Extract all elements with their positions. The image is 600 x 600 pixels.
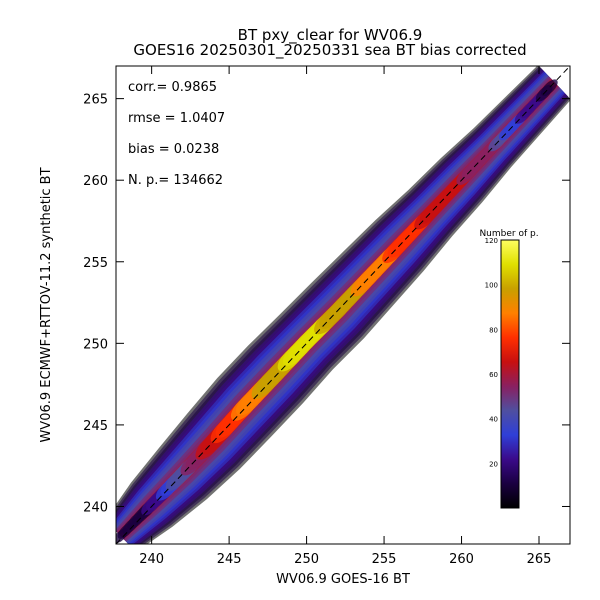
colorbar-fill: [500, 239, 520, 509]
y-tick-label: 240: [83, 500, 108, 515]
stat-line: N. p.= 134662: [128, 173, 223, 188]
x-tick-label: 250: [294, 552, 319, 567]
x-tick-label: 255: [372, 552, 397, 567]
density-cloud: [116, 66, 570, 544]
chart-title: BT pxy_clear for WV06.9: [238, 26, 423, 45]
stat-line: rmse = 1.0407: [128, 111, 225, 126]
y-tick-label: 265: [83, 93, 108, 108]
colorbar-tick-label: 80: [489, 326, 498, 334]
y-tick-label: 250: [83, 337, 108, 352]
stat-line: bias = 0.0238: [128, 142, 219, 157]
x-axis: 240 245 250 255 260 265: [139, 66, 551, 567]
colorbar: Number of p. 20 40 60 80 100 120: [479, 229, 539, 509]
stat-line: corr.= 0.9865: [128, 80, 217, 95]
x-axis-label: WV06.9 GOES-16 BT: [276, 572, 410, 587]
colorbar-ticks: 20 40 60 80 100 120: [485, 237, 498, 468]
y-tick-label: 255: [83, 256, 108, 271]
x-tick-label: 265: [527, 552, 552, 567]
x-tick-label: 260: [449, 552, 474, 567]
plot-frame: [115, 65, 571, 545]
chart-subtitle: GOES16 20250301_20250331 sea BT bias cor…: [133, 41, 526, 60]
x-tick-label: 245: [217, 552, 242, 567]
colorbar-tick-label: 100: [485, 282, 498, 290]
y-axis-label: WV06.9 ECMWF+RTTOV-11.2 synthetic BT: [39, 167, 54, 442]
colorbar-label: Number of p.: [479, 229, 538, 239]
colorbar-tick-label: 120: [485, 237, 498, 245]
colorbar-tick-label: 60: [489, 371, 498, 379]
colorbar-tick-label: 20: [489, 460, 498, 468]
stats-panel: corr.= 0.9865 rmse = 1.0407 bias = 0.0238 N…: [128, 80, 225, 188]
y-axis: 240 245 250 255 260 265: [83, 93, 570, 515]
y-tick-label: 245: [83, 419, 108, 434]
y-tick-label: 260: [83, 174, 108, 189]
colorbar-tick-label: 40: [489, 416, 498, 424]
x-tick-label: 240: [139, 552, 164, 567]
